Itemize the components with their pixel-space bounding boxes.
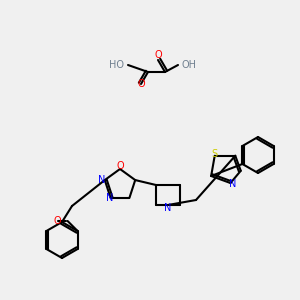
Text: O: O <box>154 50 162 60</box>
Text: O: O <box>137 79 145 89</box>
Text: S: S <box>212 149 218 159</box>
Text: N: N <box>229 179 236 189</box>
Text: OH: OH <box>182 60 197 70</box>
Text: O: O <box>116 161 124 171</box>
Text: N: N <box>106 193 113 203</box>
Text: N: N <box>164 203 172 213</box>
Text: O: O <box>54 216 62 226</box>
Text: HO: HO <box>109 60 124 70</box>
Text: N: N <box>98 175 106 185</box>
